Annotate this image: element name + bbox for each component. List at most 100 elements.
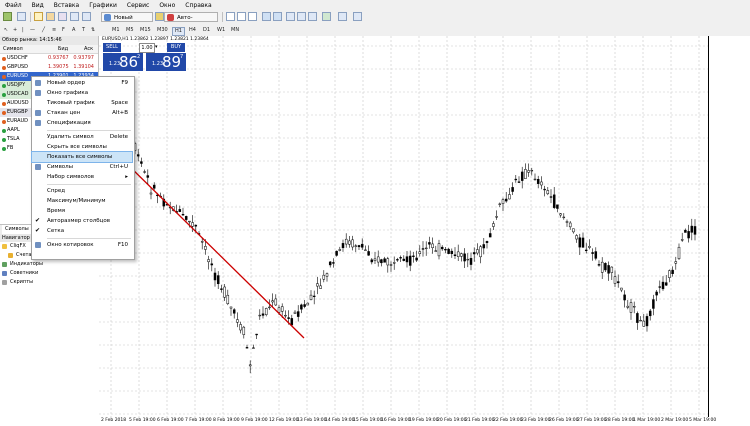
volume-spin-icon[interactable]: ▾ xyxy=(155,44,158,50)
time-label: 27 Feb 19:00 xyxy=(577,418,607,423)
line-chart-icon[interactable] xyxy=(248,12,257,21)
experts-folder-icon xyxy=(2,271,7,276)
context-menu-item[interactable]: Удалить символ Delete xyxy=(32,132,132,142)
vertical-line-icon[interactable]: | xyxy=(22,27,24,33)
context-menu-item[interactable]: Стакан цен Alt+B xyxy=(32,108,132,118)
symbol-name: AUDUSD xyxy=(7,100,29,106)
market-watch-icon[interactable] xyxy=(34,12,43,21)
trendline-icon[interactable]: ╱ xyxy=(42,27,46,33)
bar-chart-icon[interactable] xyxy=(226,12,235,21)
volume-input[interactable]: 1.00 xyxy=(139,43,155,53)
context-menu-item[interactable]: ✔ Сетка xyxy=(32,226,132,236)
menu-window[interactable]: Окно xyxy=(159,2,176,9)
tf-w1[interactable]: W1 xyxy=(217,27,226,33)
menu-tools[interactable]: Сервис xyxy=(126,2,150,9)
tf-d1[interactable]: D1 xyxy=(203,27,211,33)
context-menu-item[interactable]: Скрыть все символы xyxy=(32,142,132,152)
context-menu-item[interactable]: Набор символов ▸ xyxy=(32,172,132,182)
tf-m15[interactable]: M15 xyxy=(140,27,151,33)
tf-h4[interactable]: H4 xyxy=(189,27,196,33)
indicators-icon[interactable] xyxy=(322,12,331,21)
new-order-button[interactable]: Новый ордер xyxy=(101,12,153,31)
context-menu-item[interactable]: Спецификация xyxy=(32,118,132,128)
new-order-icon xyxy=(104,14,111,21)
channel-icon[interactable]: ≡ xyxy=(52,27,57,33)
market-watch-row[interactable]: AUDUSD xyxy=(0,99,98,108)
auto-trading-button[interactable]: Авто-торговля xyxy=(164,12,218,31)
fibonacci-icon[interactable]: F xyxy=(62,27,65,33)
market-watch-row[interactable]: EURAUD xyxy=(0,117,98,126)
candle-body xyxy=(181,213,185,216)
new-chart-icon[interactable] xyxy=(3,12,12,21)
arrows-icon[interactable]: ⇅ xyxy=(91,27,96,33)
symbol-status-icon xyxy=(2,129,6,133)
menu-help[interactable]: Справка xyxy=(185,2,212,9)
tile-windows-icon[interactable] xyxy=(286,12,295,21)
zoom-out-icon[interactable] xyxy=(273,12,282,21)
terminal-icon[interactable] xyxy=(70,12,79,21)
tf-m5[interactable]: M5 xyxy=(126,27,134,33)
periods-icon[interactable] xyxy=(338,12,347,21)
candle-body xyxy=(565,221,569,223)
sell-button[interactable]: SELL xyxy=(103,43,121,52)
context-menu-item[interactable]: Символы Ctrl+U xyxy=(32,162,132,172)
navigator-icon[interactable] xyxy=(58,12,67,21)
sell-price-big: 86 xyxy=(119,53,139,71)
profiles-icon[interactable] xyxy=(17,12,26,21)
time-axis[interactable]: 2 Feb 2018 5 Feb 19:00 6 Feb 19:00 7 Feb 19… xyxy=(99,417,716,426)
menu-view[interactable]: Вид xyxy=(31,2,44,9)
market-watch-row[interactable]: USDCHF 0.93767 0.93797 xyxy=(0,54,98,63)
col-bid[interactable]: Бид xyxy=(58,46,69,52)
context-menu-item[interactable]: Тиковый график Space xyxy=(32,98,132,108)
horizontal-line-icon[interactable]: — xyxy=(30,27,35,33)
menu-insert[interactable]: Вставка xyxy=(53,2,80,9)
market-watch-row[interactable]: FB xyxy=(0,144,98,153)
context-menu-item[interactable]: Спред xyxy=(32,186,132,196)
zoom-in-icon[interactable] xyxy=(262,12,271,21)
tf-mn[interactable]: MN xyxy=(231,27,240,33)
context-menu-item[interactable]: Время xyxy=(32,206,132,216)
data-window-icon[interactable] xyxy=(46,12,55,21)
context-menu-item[interactable]: Окно котировок F10 xyxy=(32,240,132,250)
candle-body xyxy=(450,250,454,254)
text-icon[interactable]: A xyxy=(72,27,76,33)
candle-chart-icon[interactable] xyxy=(237,12,246,21)
tab-symbols[interactable]: Символы xyxy=(2,225,33,234)
menu-file[interactable]: Файл xyxy=(5,2,22,9)
price-chart[interactable] xyxy=(99,36,708,417)
checkmark-icon: ✔ xyxy=(35,227,41,234)
candle-body xyxy=(418,251,422,254)
context-menu-item[interactable]: Показать все символы xyxy=(31,151,133,163)
chart-window-icon xyxy=(35,90,41,96)
market-watch-row[interactable]: AAPL xyxy=(0,126,98,135)
chart-shift-icon[interactable] xyxy=(308,12,317,21)
col-ask[interactable]: Аск xyxy=(84,46,94,52)
templates-icon[interactable] xyxy=(353,12,362,21)
price-scale[interactable] xyxy=(708,36,750,417)
buy-button[interactable]: BUY xyxy=(167,43,185,52)
sell-price-box[interactable]: 1.23 86 2 xyxy=(103,53,143,71)
context-menu-item[interactable]: Новый ордер F9 xyxy=(32,78,132,88)
context-menu-item[interactable]: Максимум/Минимум xyxy=(32,196,132,206)
spec-icon xyxy=(35,120,41,126)
time-label: 16 Feb 19:00 xyxy=(381,418,411,423)
context-menu-item[interactable]: Окно графика xyxy=(32,88,132,98)
context-menu-item[interactable]: ✔ Авторазмер столбцов xyxy=(32,216,132,226)
menu-charts[interactable]: Графики xyxy=(89,2,117,9)
chart-area[interactable]: EURUSD,H1 1.23862 1.23897 1.23821 1.2386… xyxy=(99,36,708,417)
crosshair-icon[interactable]: + xyxy=(13,27,18,33)
cursor-icon[interactable]: ↖ xyxy=(4,27,9,33)
buy-price-box[interactable]: 1.23 89 7 xyxy=(146,53,186,71)
market-watch-row[interactable]: GBPUSD 1.39075 1.39104 xyxy=(0,63,98,72)
metaeditor-icon[interactable] xyxy=(155,12,164,21)
candle-body xyxy=(568,222,572,228)
tf-m30[interactable]: M30 xyxy=(157,27,168,33)
tf-h1[interactable]: H1 xyxy=(172,27,185,36)
col-symbol[interactable]: Символ xyxy=(3,46,23,52)
market-watch-row[interactable]: TSLA xyxy=(0,135,98,144)
tf-m1[interactable]: M1 xyxy=(112,27,120,33)
candle-body xyxy=(271,300,274,303)
tester-icon[interactable] xyxy=(82,12,91,21)
autoscroll-icon[interactable] xyxy=(297,12,306,21)
label-icon[interactable]: T xyxy=(82,27,86,33)
